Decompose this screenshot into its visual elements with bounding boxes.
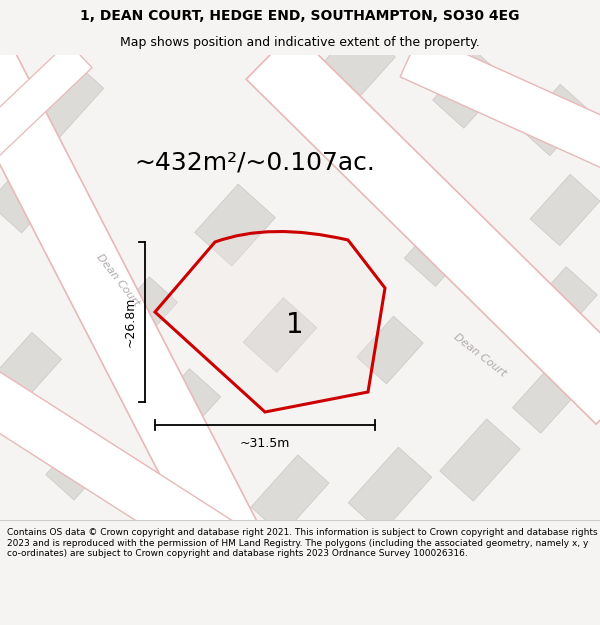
Text: ~26.8m: ~26.8m <box>124 297 137 348</box>
Polygon shape <box>251 455 329 535</box>
Polygon shape <box>305 24 395 116</box>
Polygon shape <box>530 174 600 246</box>
Text: ~31.5m: ~31.5m <box>240 437 290 450</box>
Text: Dean Court: Dean Court <box>95 252 142 308</box>
Polygon shape <box>523 267 598 343</box>
Polygon shape <box>520 84 590 156</box>
Text: Map shows position and indicative extent of the property.: Map shows position and indicative extent… <box>120 36 480 49</box>
Polygon shape <box>7 55 104 155</box>
Polygon shape <box>46 430 114 500</box>
Polygon shape <box>0 332 62 408</box>
Polygon shape <box>143 448 217 522</box>
Text: Contains OS data © Crown copyright and database right 2021. This information is : Contains OS data © Crown copyright and d… <box>7 528 598 558</box>
Polygon shape <box>243 298 317 372</box>
Polygon shape <box>0 42 92 162</box>
Polygon shape <box>0 368 244 572</box>
PathPatch shape <box>155 231 385 412</box>
Polygon shape <box>246 31 600 424</box>
Polygon shape <box>357 316 423 384</box>
Text: Dean Court: Dean Court <box>452 331 508 379</box>
Polygon shape <box>400 33 600 172</box>
Text: ~432m²/~0.107ac.: ~432m²/~0.107ac. <box>134 150 376 174</box>
Polygon shape <box>404 214 476 286</box>
Polygon shape <box>440 419 520 501</box>
Text: 1: 1 <box>286 311 304 339</box>
Polygon shape <box>433 52 508 128</box>
Polygon shape <box>112 277 178 343</box>
Polygon shape <box>0 40 259 555</box>
Polygon shape <box>194 184 275 266</box>
Polygon shape <box>512 367 578 433</box>
Polygon shape <box>149 369 221 441</box>
Polygon shape <box>348 447 432 533</box>
Text: 1, DEAN COURT, HEDGE END, SOUTHAMPTON, SO30 4EG: 1, DEAN COURT, HEDGE END, SOUTHAMPTON, S… <box>80 9 520 24</box>
Polygon shape <box>0 147 72 233</box>
